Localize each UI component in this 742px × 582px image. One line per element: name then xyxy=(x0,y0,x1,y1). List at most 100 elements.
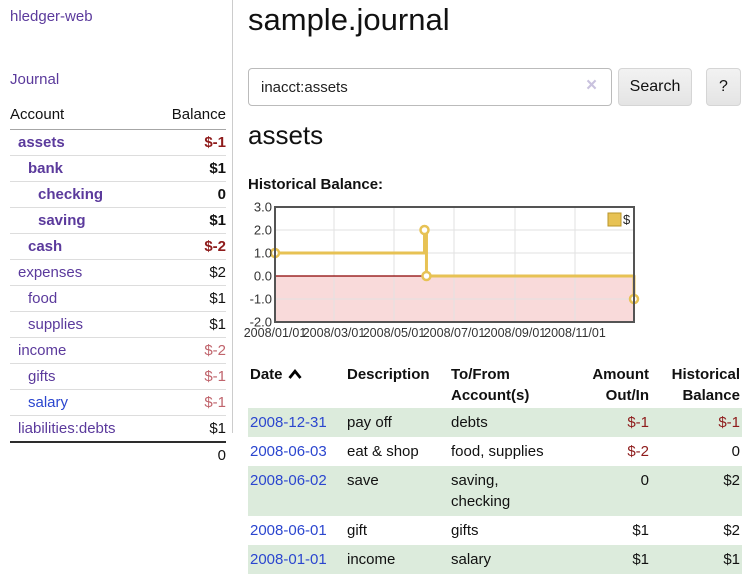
transaction-balance: 0 xyxy=(731,443,740,460)
transaction-row: 2008-06-03 eat & shop food, supplies $-2 0 xyxy=(248,437,742,466)
account-row: assets $-1 xyxy=(10,130,226,156)
account-row: food $1 xyxy=(10,285,226,312)
sidebar-account-link[interactable]: cash xyxy=(28,238,63,255)
help-button[interactable]: ? xyxy=(706,68,741,106)
sidebar-account-link[interactable]: supplies xyxy=(28,316,84,333)
svg-text:2008/11/01: 2008/11/01 xyxy=(544,326,606,340)
account-row: supplies $1 xyxy=(10,311,226,338)
register-header-balance: Historical Balance xyxy=(671,366,740,404)
accounts-header-account: Account xyxy=(10,102,153,130)
svg-text:2008/05/01: 2008/05/01 xyxy=(363,326,426,340)
svg-text:-2.0: -2.0 xyxy=(250,315,272,330)
accounts-total-row: 0 xyxy=(10,441,226,468)
account-balance: $1 xyxy=(152,155,226,182)
historical-balance-chart: $3.0 2.0 1.0 0.0 -1.0 -2.0 2008/01/01 2008/03/0… xyxy=(244,200,742,345)
clear-search-icon[interactable]: × xyxy=(586,75,598,96)
search-bar: × Search ? xyxy=(248,68,742,106)
sidebar-account-link[interactable]: assets xyxy=(18,134,65,151)
transaction-balance: $2 xyxy=(723,472,740,489)
register-table: Date Description To/From Account(s) Amou… xyxy=(248,362,742,574)
account-heading: assets xyxy=(248,120,324,150)
register-header-accounts: To/From Account(s) xyxy=(451,366,530,404)
transaction-description: gift xyxy=(347,522,368,539)
accounts-header-balance: Balance xyxy=(152,102,226,130)
account-row: checking 0 xyxy=(10,181,226,208)
register-header-date[interactable]: Date xyxy=(248,362,345,408)
account-balance: $-1 xyxy=(152,389,226,416)
register-header-description: Description xyxy=(347,366,430,383)
transaction-balance: $2 xyxy=(723,522,740,539)
account-row: bank $1 xyxy=(10,155,226,182)
search-input[interactable] xyxy=(248,68,612,106)
svg-text:2008/07/01: 2008/07/01 xyxy=(423,326,486,340)
svg-text:0.0: 0.0 xyxy=(254,269,272,284)
account-row: saving $1 xyxy=(10,207,226,234)
account-balance: $1 xyxy=(152,415,226,442)
svg-text:3.0: 3.0 xyxy=(254,200,272,215)
transaction-description: eat & shop xyxy=(347,443,419,460)
transaction-amount: $1 xyxy=(632,551,649,568)
chart-canvas: $3.0 2.0 1.0 0.0 -1.0 -2.02008/01/012008/03/0… xyxy=(244,200,640,340)
sidebar-account-link[interactable]: checking xyxy=(38,186,104,203)
brand-link[interactable]: hledger-web xyxy=(10,8,93,25)
account-balance: $-2 xyxy=(152,337,226,364)
account-balance: 0 xyxy=(152,181,226,208)
account-balance: $-2 xyxy=(152,233,226,260)
transaction-accounts: salary xyxy=(451,551,492,568)
transaction-accounts: gifts xyxy=(451,522,479,539)
account-row: expenses $2 xyxy=(10,259,226,286)
transaction-accounts: debts xyxy=(451,414,488,431)
account-row: gifts $-1 xyxy=(10,363,226,390)
transaction-row: 2008-06-01 gift gifts $1 $2 xyxy=(248,516,742,545)
sidebar-account-link[interactable]: bank xyxy=(28,160,64,177)
accounts-table: Account Balance assets $-1 bank $1 checking 0… xyxy=(10,102,226,468)
account-row: liabilities:debts $1 xyxy=(10,415,226,442)
transaction-date-link[interactable]: 2008-01-01 xyxy=(250,551,327,568)
transaction-balance: $1 xyxy=(723,551,740,568)
transaction-amount: $-1 xyxy=(627,414,649,431)
sidebar-account-link[interactable]: food xyxy=(28,290,58,307)
sidebar-account-link[interactable]: saving xyxy=(38,212,86,229)
transaction-balance: $-1 xyxy=(718,414,740,431)
transaction-description: pay off xyxy=(347,414,392,431)
sidebar-account-link[interactable]: gifts xyxy=(28,368,56,385)
sidebar-account-link[interactable]: liabilities:debts xyxy=(18,420,116,437)
transaction-date-link[interactable]: 2008-06-02 xyxy=(250,472,327,489)
svg-text:2008/09/01: 2008/09/01 xyxy=(484,326,547,340)
account-row: cash $-2 xyxy=(10,233,226,260)
svg-text:2008/03/01: 2008/03/01 xyxy=(303,326,366,340)
transaction-description: save xyxy=(347,472,379,489)
transaction-row: 2008-12-31 pay off debts $-1 $-1 xyxy=(248,408,742,437)
sidebar-divider xyxy=(232,0,233,433)
account-balance: $1 xyxy=(152,285,226,312)
account-balance: $-1 xyxy=(152,363,226,390)
chart-label: Historical Balance: xyxy=(248,176,384,193)
account-row: salary $-1 xyxy=(10,389,226,416)
account-balance: $-1 xyxy=(204,134,226,151)
svg-text:$: $ xyxy=(623,212,631,227)
sort-ascending-icon xyxy=(287,368,302,379)
transaction-amount: $-2 xyxy=(627,443,649,460)
sidebar-account-link[interactable]: salary xyxy=(28,394,69,411)
svg-text:2.0: 2.0 xyxy=(254,223,272,238)
transaction-date-link[interactable]: 2008-12-31 xyxy=(250,414,327,431)
account-row: income $-2 xyxy=(10,337,226,364)
account-balance: $1 xyxy=(152,207,226,234)
sidebar-account-link[interactable]: income xyxy=(18,342,67,359)
transaction-row: 2008-06-02 save saving, checking 0 $2 xyxy=(248,466,742,516)
account-balance: $2 xyxy=(152,259,226,286)
transaction-date-link[interactable]: 2008-06-03 xyxy=(250,443,327,460)
svg-text:-1.0: -1.0 xyxy=(250,292,272,307)
account-balance: $1 xyxy=(152,311,226,338)
accounts-total-value: 0 xyxy=(152,441,226,468)
transaction-description: income xyxy=(347,551,396,568)
sidebar-account-link[interactable]: expenses xyxy=(18,264,83,281)
sidebar-item-journal[interactable]: Journal xyxy=(10,71,60,88)
transaction-amount: 0 xyxy=(640,472,649,489)
transaction-date-link[interactable]: 2008-06-01 xyxy=(250,522,327,539)
search-button[interactable]: Search xyxy=(618,68,692,106)
register-header-amount: Amount Out/In xyxy=(592,366,649,404)
transaction-row: 2008-01-01 income salary $1 $1 xyxy=(248,545,742,574)
svg-text:1.0: 1.0 xyxy=(254,246,272,261)
